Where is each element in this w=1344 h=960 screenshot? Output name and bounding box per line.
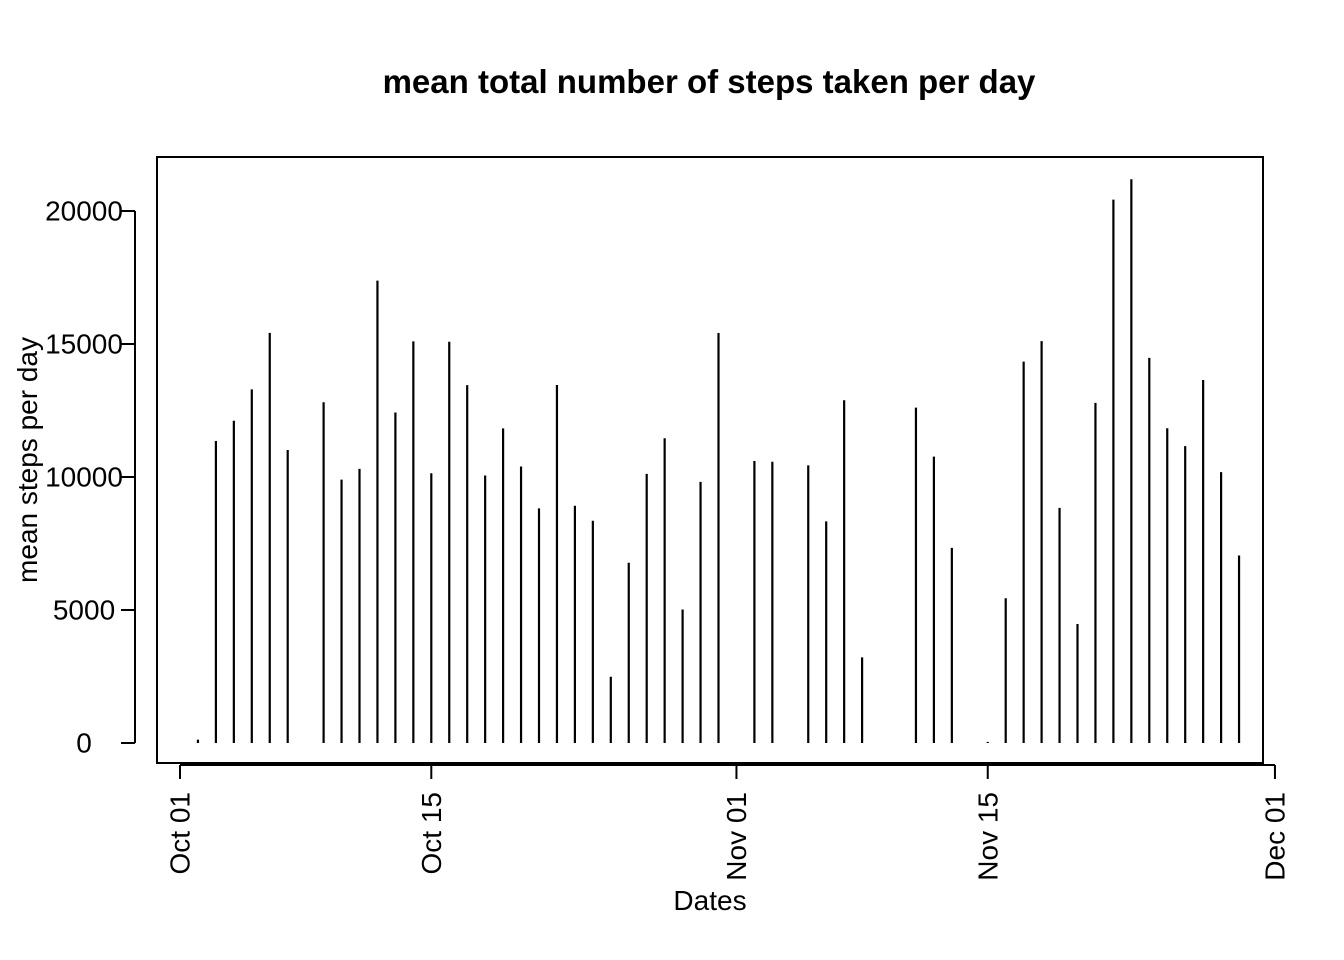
bars: [196, 179, 1241, 743]
plot-frame: [156, 156, 1264, 764]
y-tick-label: 0: [76, 728, 92, 759]
x-tick-label: Oct 15: [416, 792, 447, 874]
x-axis: Oct 01 Oct 15 Nov 01 Nov 15 Dec 01: [165, 764, 1290, 881]
x-tick-label: Nov 01: [721, 792, 752, 881]
x-tick-label: Dec 01: [1259, 792, 1290, 881]
y-tick-label: 10000: [45, 462, 123, 493]
chart-title: mean total number of steps taken per day: [383, 63, 1036, 100]
y-tick-label: 15000: [45, 329, 123, 360]
y-axis-label: mean steps per day: [12, 337, 43, 583]
x-axis-label: Dates: [673, 885, 746, 916]
x-tick-label: Nov 15: [972, 792, 1003, 881]
y-tick-label: 5000: [53, 595, 115, 626]
x-tick-label: Oct 01: [165, 792, 196, 874]
y-axis: 0 5000 10000 15000 20000: [45, 196, 136, 759]
y-tick-label: 20000: [45, 196, 123, 227]
